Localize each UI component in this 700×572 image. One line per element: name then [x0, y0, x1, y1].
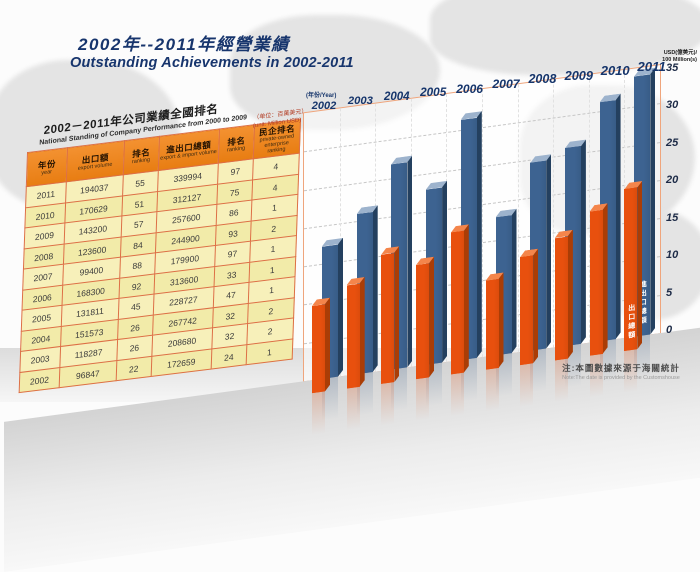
ranking-table-panel: （单位：百萬美元） (unit: Million USD) 2002－2011年… — [19, 90, 307, 393]
y-axis-unit-label: USD(億美元)/ 100 Million(s) — [641, 50, 697, 64]
bar-front-face — [346, 283, 360, 389]
bar-side-face — [568, 229, 573, 358]
bar-front-face — [416, 263, 430, 380]
bar-side-face — [650, 67, 655, 334]
year-separator — [482, 89, 483, 358]
bar-side-face — [499, 272, 504, 367]
bar-side-face — [533, 249, 538, 364]
bar-front-face — [450, 231, 464, 375]
y-axis-tick-5: 5 — [666, 286, 673, 299]
year-label-2003: 2003 — [347, 95, 373, 108]
bar-reflection — [520, 363, 534, 408]
bar-side-face — [338, 238, 343, 377]
bar-side-face — [637, 181, 642, 349]
bar-side-face — [581, 140, 586, 344]
col-header-en: private-owned enterprise ranking — [259, 133, 295, 155]
bar-export-2006 — [450, 231, 464, 375]
year-label-2007: 2007 — [492, 77, 520, 91]
source-note-zh: 注:本圖數據來源于海關統計 — [562, 363, 680, 373]
year-label-2009: 2009 — [564, 67, 593, 83]
bar-side-face — [394, 246, 399, 382]
year-separator — [517, 84, 519, 353]
bar-reflection — [485, 367, 499, 412]
source-note: 注:本圖數據來源于海關統計 Note:The date is provided … — [545, 362, 697, 381]
bar-export-2009 — [554, 236, 568, 361]
bar-export-2007 — [485, 279, 499, 370]
year-label-2005: 2005 — [420, 86, 447, 100]
world-map-background — [430, 0, 700, 75]
page-title-en: Outstanding Achievements in 2002-2011 — [70, 55, 354, 71]
col-header-total-ranking: 排名 ranking — [218, 124, 255, 164]
bar-side-face — [429, 257, 434, 378]
cell-2002-year: 2002 — [19, 367, 60, 393]
bar-export-2002 — [312, 304, 325, 394]
year-label-2008: 2008 — [528, 72, 557, 87]
y-axis-tick-35: 35 — [666, 61, 679, 74]
y-axis-tick-30: 30 — [666, 99, 679, 111]
bar-reflection — [312, 391, 325, 436]
col-header-year: 年份 year — [26, 147, 68, 188]
year-label-2011: 2011 — [637, 58, 666, 74]
bar-export-2004 — [381, 253, 394, 384]
bar-reflection — [346, 386, 360, 431]
year-label-2004: 2004 — [384, 90, 410, 103]
bar-side-face — [546, 154, 551, 348]
year-axis-label: (年份/Year) — [306, 93, 337, 99]
bar-export-2011: 出口總額 — [624, 188, 637, 351]
bar-side-face — [407, 155, 412, 367]
year-label-2010: 2010 — [600, 63, 630, 79]
source-note-en: Note:The date is provided by the Customs… — [562, 375, 680, 381]
bar-front-face — [520, 255, 534, 366]
plot-area: 進出口總額 出口總額 — [4, 64, 700, 572]
bar-label-export: 出口總額 — [627, 303, 635, 341]
bar-export-2008 — [520, 255, 534, 366]
page-title: 2002年--2011年經營業績 Outstanding Achievement… — [70, 30, 354, 71]
col-header-export-ranking: 排名 ranking — [123, 136, 160, 176]
y-axis-unit-line2: 100 Million(s) — [662, 56, 697, 63]
y-axis-tick-0: 0 — [666, 324, 673, 336]
bar-side-face — [616, 94, 621, 340]
year-label-2006: 2006 — [456, 81, 483, 96]
y-axis-tick-25: 25 — [666, 136, 679, 149]
bar-reflection — [381, 382, 395, 426]
y-axis-unit-line1: USD(億美元)/ — [663, 50, 697, 56]
y-axis-tick-10: 10 — [666, 249, 679, 261]
bar-side-face — [512, 209, 517, 354]
bar-side-face — [442, 181, 447, 363]
bar-side-face — [360, 277, 365, 387]
bar-side-face — [603, 203, 608, 354]
table-body: 2011 194037 55 339994 97 4 2010 170629 51 312127 7… — [19, 153, 300, 393]
year-label-2002: 2002 — [311, 100, 337, 112]
bar-side-face — [373, 205, 378, 372]
bar-front-face — [312, 304, 325, 394]
bar-export-2005 — [416, 263, 430, 380]
bar-front-face — [485, 279, 499, 370]
page-title-zh: 2002年--2011年經營業績 — [78, 35, 290, 54]
y-axis-tick-15: 15 — [666, 211, 679, 224]
bar-front-face — [381, 252, 395, 384]
bar-reflection — [416, 377, 430, 422]
bar-export-2010 — [589, 209, 603, 356]
y-axis-tick-20: 20 — [666, 174, 679, 186]
bar-export-2003 — [346, 283, 360, 389]
cell-2002-total-ranking: 24 — [211, 344, 247, 370]
bar-side-face — [477, 111, 482, 358]
bar-reflection — [450, 372, 464, 417]
bar-front-face — [589, 209, 603, 356]
bar-side-face — [464, 224, 469, 372]
bar-front-face — [554, 236, 568, 361]
ranking-table: 年份 year 出口額 export volume 排名 ranking 進出口總額 expo… — [19, 118, 301, 393]
cell-2002-export-ranking: 22 — [115, 356, 152, 382]
bar-side-face — [325, 297, 330, 391]
